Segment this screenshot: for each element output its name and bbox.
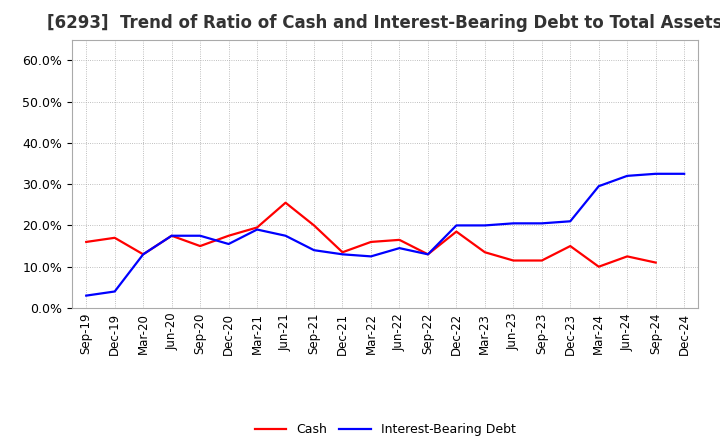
Interest-Bearing Debt (509, 221, 518, 226)
Interest-Bearing Debt (623, 173, 631, 179)
Cash (652, 260, 660, 265)
Interest-Bearing Debt (395, 246, 404, 251)
Cash (509, 258, 518, 263)
Interest-Bearing Debt (595, 183, 603, 189)
Interest-Bearing Debt (566, 219, 575, 224)
Interest-Bearing Debt (480, 223, 489, 228)
Interest-Bearing Debt (225, 242, 233, 247)
Line: Interest-Bearing Debt: Interest-Bearing Debt (86, 174, 684, 296)
Interest-Bearing Debt (366, 254, 375, 259)
Interest-Bearing Debt (110, 289, 119, 294)
Interest-Bearing Debt (652, 171, 660, 176)
Cash (566, 243, 575, 249)
Cash (196, 243, 204, 249)
Cash (82, 239, 91, 245)
Cash (452, 229, 461, 234)
Interest-Bearing Debt (196, 233, 204, 238)
Title: [6293]  Trend of Ratio of Cash and Interest-Bearing Debt to Total Assets: [6293] Trend of Ratio of Cash and Intere… (48, 15, 720, 33)
Cash (338, 249, 347, 255)
Cash (537, 258, 546, 263)
Cash (110, 235, 119, 240)
Cash (225, 233, 233, 238)
Interest-Bearing Debt (537, 221, 546, 226)
Interest-Bearing Debt (167, 233, 176, 238)
Cash (253, 225, 261, 230)
Cash (423, 252, 432, 257)
Interest-Bearing Debt (253, 227, 261, 232)
Interest-Bearing Debt (282, 233, 290, 238)
Cash (282, 200, 290, 205)
Cash (310, 223, 318, 228)
Interest-Bearing Debt (423, 252, 432, 257)
Interest-Bearing Debt (310, 248, 318, 253)
Interest-Bearing Debt (680, 171, 688, 176)
Interest-Bearing Debt (82, 293, 91, 298)
Interest-Bearing Debt (338, 252, 347, 257)
Cash (595, 264, 603, 269)
Cash (366, 239, 375, 245)
Legend: Cash, Interest-Bearing Debt: Cash, Interest-Bearing Debt (250, 418, 521, 440)
Cash (480, 249, 489, 255)
Cash (395, 237, 404, 242)
Interest-Bearing Debt (452, 223, 461, 228)
Interest-Bearing Debt (139, 252, 148, 257)
Cash (623, 254, 631, 259)
Cash (167, 233, 176, 238)
Line: Cash: Cash (86, 203, 656, 267)
Cash (139, 252, 148, 257)
